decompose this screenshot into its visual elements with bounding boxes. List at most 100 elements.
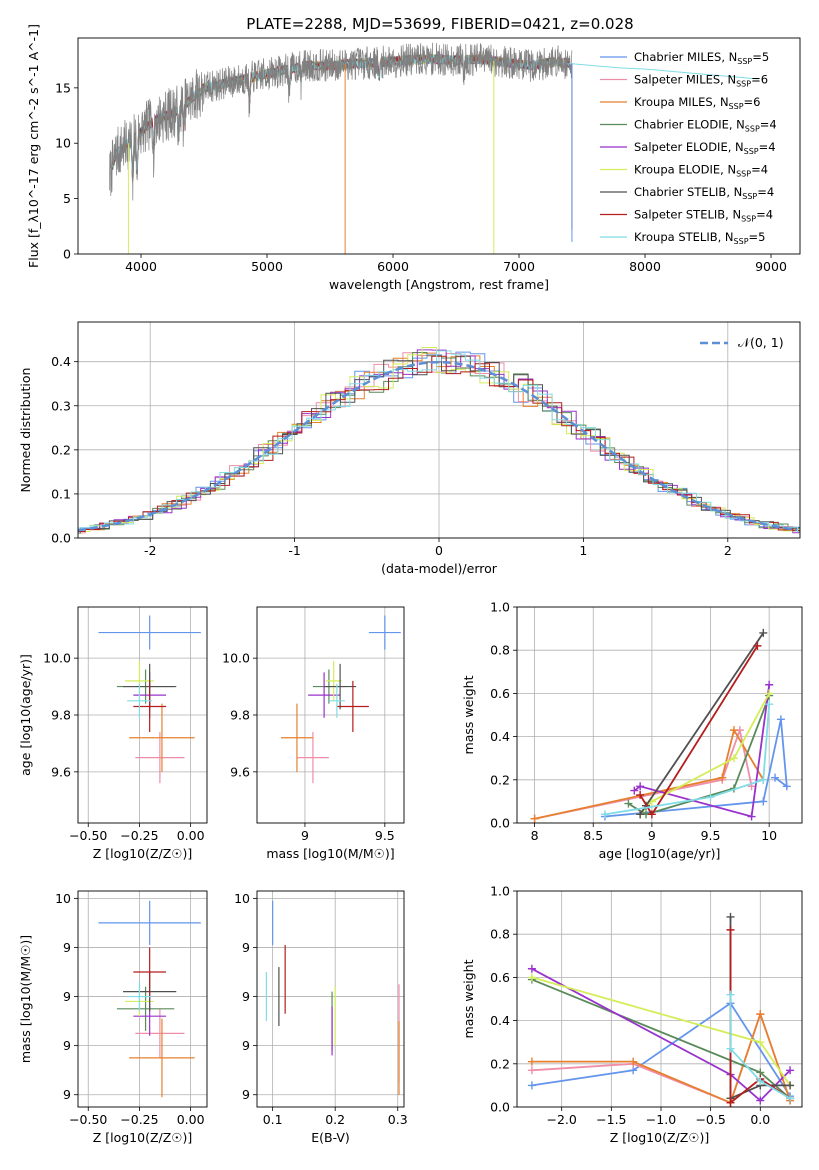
errorbar-point xyxy=(296,732,329,784)
weight-marker xyxy=(629,1057,638,1066)
weight-line xyxy=(729,994,791,1100)
x-tick-label: 9.5 xyxy=(375,828,395,843)
legend-subscript: SSP xyxy=(741,215,756,224)
errorbar-point xyxy=(133,680,167,733)
y-tick-label: 10 xyxy=(55,891,71,906)
weight-marker xyxy=(600,810,609,819)
weight-marker xyxy=(765,680,774,689)
weight-marker xyxy=(636,782,645,791)
y-tick-label: 1.0 xyxy=(490,600,510,615)
weight-marker xyxy=(771,773,780,782)
legend-subscript: SSP xyxy=(734,237,749,246)
weight-marker xyxy=(647,810,656,819)
y-tick-label: 0.2 xyxy=(51,442,71,457)
weight-marker xyxy=(636,790,645,799)
errorbar-point xyxy=(127,683,152,718)
y-tick-label: 9 xyxy=(242,1038,250,1053)
y-tick-label: 9 xyxy=(63,989,71,1004)
x-tick-label: -2 xyxy=(144,543,156,558)
y-tick-label: 9 xyxy=(242,940,250,955)
x-tick-label: 2 xyxy=(724,543,732,558)
weight-marker xyxy=(747,812,756,821)
y-tick-label: 9.6 xyxy=(51,764,71,779)
errorbar-point xyxy=(308,672,341,718)
y-axis-label: mass weight xyxy=(461,959,476,1038)
axes-frame xyxy=(77,37,801,255)
y-tick-label: 0.4 xyxy=(490,729,510,744)
x-tick-label: 0.3 xyxy=(388,1112,408,1127)
weight-marker xyxy=(756,1077,765,1086)
legend-entry: Salpeter STELIB, NSSP=4 xyxy=(634,208,773,224)
errorbar-point xyxy=(280,703,313,772)
y-tick-label: 1.0 xyxy=(490,884,510,899)
weight-line xyxy=(534,727,765,820)
legend-subscript: SSP xyxy=(736,170,751,179)
legend-value: =4 xyxy=(759,140,776,154)
legend-value: =5 xyxy=(752,50,769,64)
errorbar-point xyxy=(129,703,195,772)
y-tick-label: 0.8 xyxy=(490,643,510,658)
errorbar-point xyxy=(328,683,345,718)
y-tick-label: 10 xyxy=(234,891,250,906)
plot-area-mass_vs_Z xyxy=(78,891,207,1107)
y-tick-label: 0.2 xyxy=(490,772,510,787)
plot-area-mass_vs_ebv xyxy=(257,891,404,1107)
plot-area-age_vs_Z xyxy=(78,607,207,823)
weight-marker xyxy=(765,689,774,698)
panel-age_vs_mass: 9 9.5 9.6 9.8 10.0 mass [log10(M/M☉)] xyxy=(222,606,405,861)
panel-weight_vs_age: 8 8.5 9 9.5 10 0.0 0.2 0.4 0.6 0.8 1.0 age [log10(a… xyxy=(461,600,803,861)
legend-entry: Kroupa ELODIE, NSSP=4 xyxy=(634,163,768,179)
x-tick-label: 1 xyxy=(579,543,587,558)
weight-line xyxy=(633,684,771,818)
weight-marker xyxy=(718,773,727,782)
errorbar-point xyxy=(98,900,201,945)
weight-marker xyxy=(630,786,639,795)
weight-marker xyxy=(706,793,715,802)
x-axis-label: (data-model)/error xyxy=(381,561,498,576)
weight-marker xyxy=(726,1098,735,1107)
y-tick-label: 0.6 xyxy=(490,970,510,985)
errorbar-point xyxy=(116,986,175,1031)
legend-entry: Kroupa STELIB, NSSP=5 xyxy=(634,230,765,246)
panel-mass_vs_ebv: 0.1 0.2 0.3 9 9 9 9 10 E(B-V) xyxy=(234,890,408,1145)
y-tick-label: 0.6 xyxy=(490,686,510,701)
residual-legend: 𝒩(0, 1) xyxy=(700,335,784,350)
x-axis-label: age [log10(age/yr)] xyxy=(599,846,721,861)
errorbar-point xyxy=(324,663,357,710)
y-tick-label: 10.0 xyxy=(222,651,250,666)
legend-value: =5 xyxy=(749,230,766,244)
errorbar-point xyxy=(133,947,167,997)
weight-marker xyxy=(527,1057,536,1066)
plot-area-age_vs_mass xyxy=(257,607,404,823)
y-tick-label: 0.4 xyxy=(490,1013,510,1028)
x-tick-label: −0.5 xyxy=(695,1112,725,1127)
weight-marker xyxy=(527,1066,536,1075)
y-tick-label: 15 xyxy=(55,80,71,95)
y-tick-label: 9 xyxy=(242,989,250,1004)
y-tick-label: 9.8 xyxy=(51,708,71,723)
errorbar-point xyxy=(135,1008,185,1058)
panel-mass_vs_Z: −0.50 −0.25 0.00 9 9 9 9 10 Z [log10(Z/Z☉)] mass … xyxy=(18,890,208,1145)
weight-line xyxy=(639,632,765,815)
errorbar-point xyxy=(325,661,342,701)
y-tick-label: 0.0 xyxy=(490,1100,510,1115)
x-tick-label: −1.0 xyxy=(646,1112,676,1127)
weight-marker xyxy=(624,799,633,808)
axes-frame xyxy=(516,890,803,1108)
x-tick-label: -1 xyxy=(288,543,300,558)
x-tick-label: 9 xyxy=(648,828,656,843)
weight-series xyxy=(636,689,774,819)
errorbar-point xyxy=(368,615,401,650)
y-tick-label: 9.8 xyxy=(230,708,250,723)
plot-area-weight_vs_age xyxy=(517,607,802,823)
x-tick-label: 10 xyxy=(761,828,777,843)
data-spectrum-line xyxy=(109,42,573,201)
x-tick-label: −0.50 xyxy=(69,1112,107,1127)
model-tail-line xyxy=(569,62,759,80)
y-tick-label: 0 xyxy=(63,247,71,262)
x-tick-label: 0 xyxy=(435,543,443,558)
x-axis-label: wavelength [Angstrom, rest frame] xyxy=(329,277,549,292)
legend-subscript: SSP xyxy=(736,80,751,89)
weight-marker xyxy=(527,964,536,973)
y-axis-label: Flux [f_λ10^-17 erg cm^-2 s^-1 A^-1] xyxy=(26,24,41,268)
